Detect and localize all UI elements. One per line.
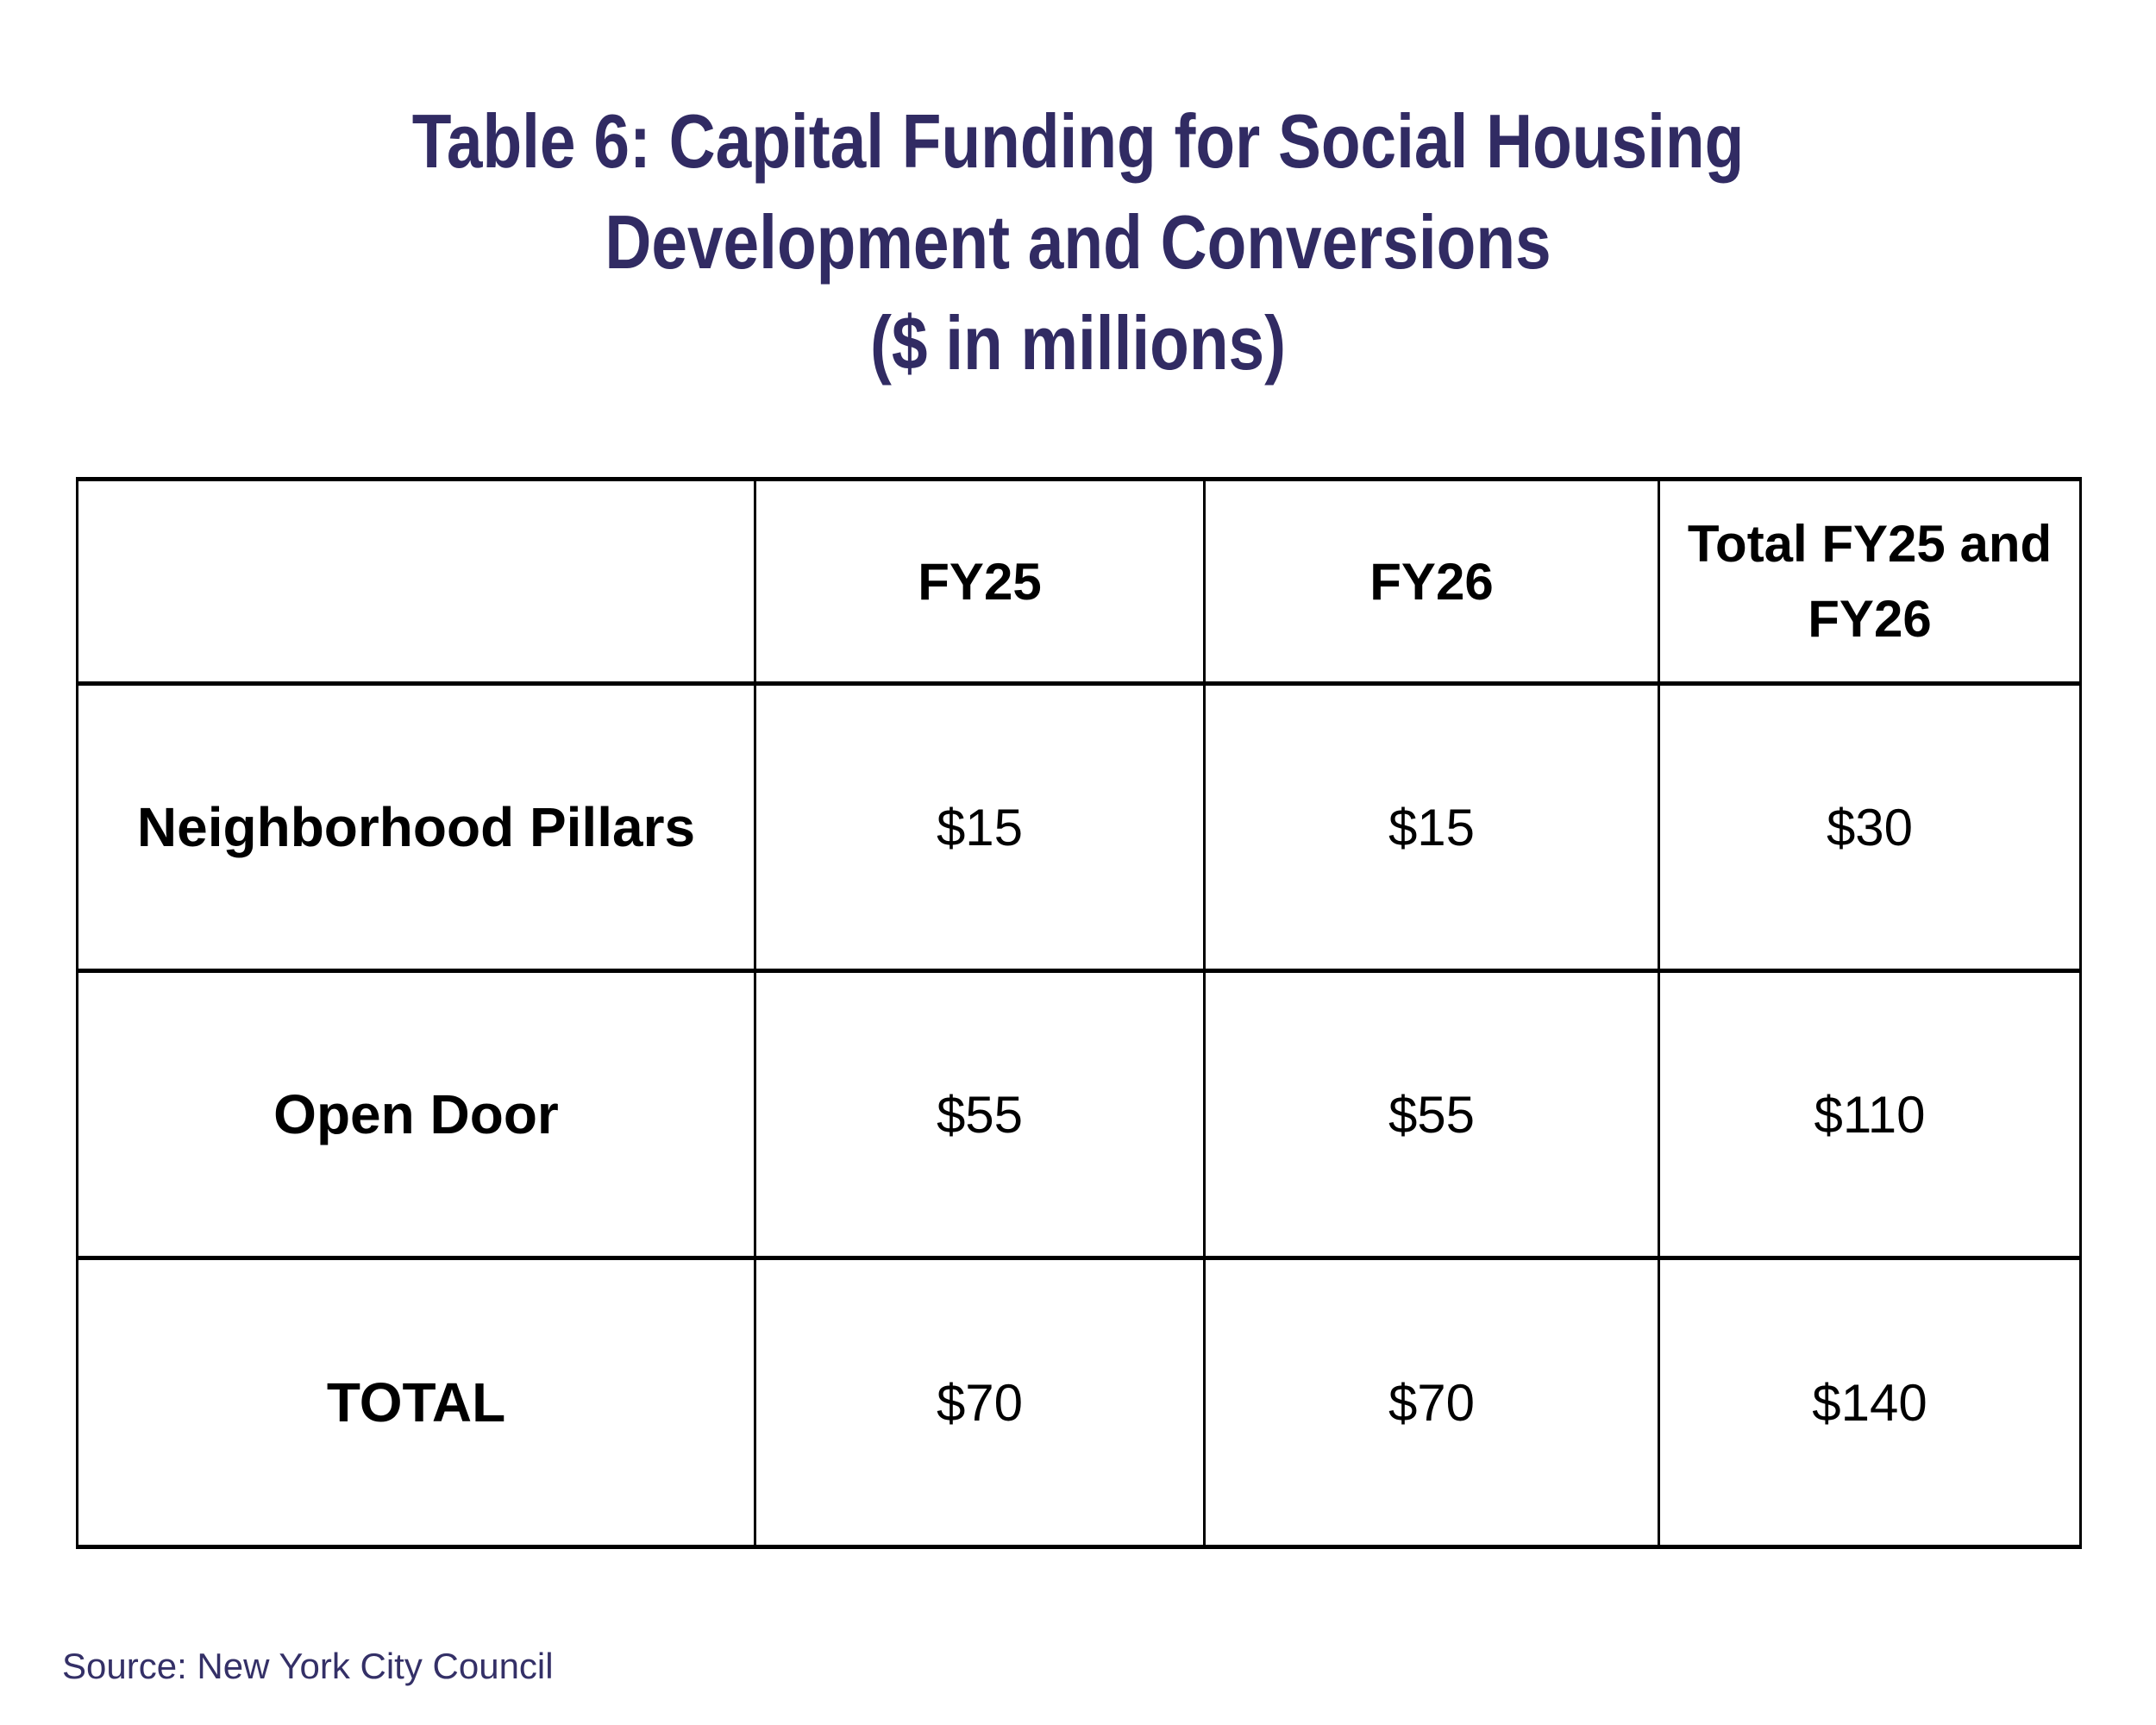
capital-funding-table: FY25 FY26 Total FY25 and FY26 Neighborho… (76, 477, 2082, 1549)
table-row-total: TOTAL $70 $70 $140 (76, 1256, 2082, 1549)
row-label: Open Door (76, 969, 756, 1260)
cell-fy25: $15 (754, 681, 1206, 973)
cell-fy25: $70 (754, 1256, 1206, 1549)
table-title: Table 6: Capital Funding for Social Hous… (162, 91, 1995, 393)
table-row-open-door: Open Door $55 $55 $110 (76, 969, 2082, 1260)
cell-total: $140 (1658, 1256, 2082, 1549)
title-line-1: Table 6: Capital Funding for Social Hous… (411, 98, 1745, 184)
title-line-3: ($ in millions) (869, 300, 1287, 386)
cell-fy26: $55 (1203, 969, 1660, 1260)
header-row: FY25 FY26 Total FY25 and FY26 (76, 477, 2082, 686)
row-label: TOTAL (76, 1256, 756, 1549)
title-line-2: Development and Conversions (605, 199, 1551, 285)
corner-cell (76, 477, 756, 686)
row-label: Neighborhood Pillars (76, 681, 756, 973)
cell-total: $110 (1658, 969, 2082, 1260)
column-header-fy25: FY25 (754, 477, 1206, 686)
cell-fy26: $15 (1203, 681, 1660, 973)
table-row-neighborhood-pillars: Neighborhood Pillars $15 $15 $30 (76, 681, 2082, 973)
column-header-total: Total FY25 and FY26 (1658, 477, 2082, 686)
cell-total: $30 (1658, 681, 2082, 973)
cell-fy25: $55 (754, 969, 1206, 1260)
source-note: Source: New York City Council (62, 1646, 554, 1686)
column-header-fy26: FY26 (1203, 477, 1660, 686)
cell-fy26: $70 (1203, 1256, 1660, 1549)
